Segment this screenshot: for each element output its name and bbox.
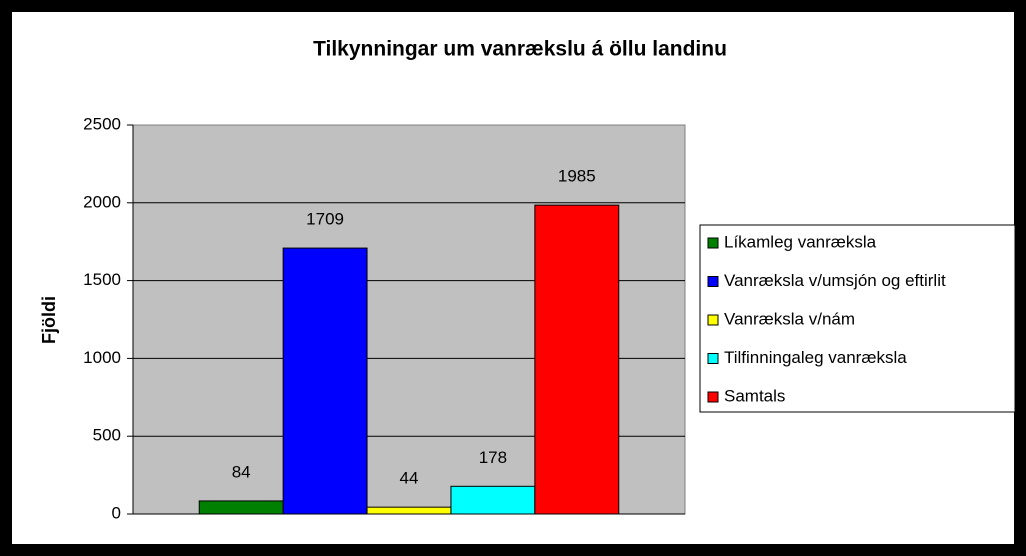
y-tick-label: 500 xyxy=(93,426,121,445)
data-label: 1985 xyxy=(558,167,596,186)
bar xyxy=(534,204,620,515)
bar xyxy=(282,247,368,515)
legend-swatch xyxy=(707,237,719,249)
legend-swatch xyxy=(707,353,719,364)
legend-label: Tilfinningaleg vanræksla xyxy=(724,348,907,367)
legend-label: Vanræksla v/umsjón og eftirlit xyxy=(724,271,946,290)
legend-swatch xyxy=(707,276,719,287)
chart-title: Tilkynningar um vanrækslu á öllu landinu xyxy=(313,38,727,61)
bar xyxy=(198,500,284,515)
bar xyxy=(366,506,452,515)
data-label: 44 xyxy=(400,469,419,488)
y-tick-label: 1000 xyxy=(83,348,121,367)
legend-label: Líkamleg vanræksla xyxy=(724,232,877,251)
y-tick-label: 2000 xyxy=(83,192,121,211)
legend-label: Samtals xyxy=(724,386,785,405)
legend-swatch xyxy=(707,391,719,403)
y-tick-label: 2500 xyxy=(83,114,121,133)
data-label: 178 xyxy=(479,448,507,467)
data-label: 84 xyxy=(232,462,251,481)
y-tick-label: 1500 xyxy=(83,270,121,289)
y-tick-label: 0 xyxy=(112,503,121,522)
y-axis-label: Fjöldi xyxy=(39,296,59,344)
data-label: 1709 xyxy=(306,210,344,229)
legend-swatch xyxy=(707,314,719,326)
legend xyxy=(699,224,1016,413)
legend-label: Vanræksla v/nám xyxy=(724,309,855,328)
bar xyxy=(450,485,536,515)
